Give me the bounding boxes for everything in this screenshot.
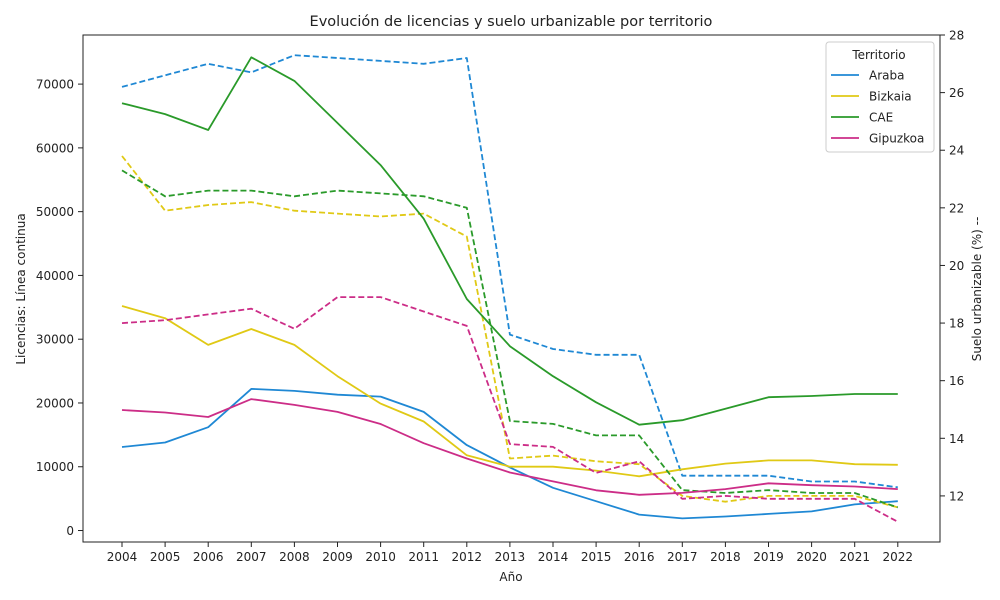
x-tick-label: 2012 [452,550,483,564]
y-tick-label-right: 26 [949,86,964,100]
x-tick-label: 2009 [322,550,353,564]
y-tick-label-left: 0 [66,524,74,538]
y-tick-label-right: 24 [949,144,964,158]
legend-frame [825,41,935,153]
x-tick-label: 2008 [279,550,310,564]
x-tick-label: 2010 [365,550,396,564]
x-tick-label: 2016 [624,550,655,564]
y-tick-label-right: 18 [949,317,964,331]
x-tick-label: 2018 [710,550,741,564]
series-line-licencias-gipuzkoa [121,398,898,496]
x-tick-label: 2019 [753,550,784,564]
y-tick-label-right: 28 [949,29,964,43]
x-tick-label: 2004 [107,550,138,564]
y-tick-label-right: 12 [949,489,964,503]
y-axis-label-left: Licencias: Línea continua [14,213,28,364]
plot-frame [82,34,941,543]
x-tick-label: 2007 [236,550,267,564]
legend: Territorio Araba Bizkaia CAE Gipuzkoa [825,41,935,153]
series-line-suelo-bizkaia [121,155,899,509]
y-tick-label-left: 70000 [36,78,74,92]
x-tick-label: 2021 [839,550,870,564]
y-tick-label-right: 16 [949,374,964,388]
legend-title: Territorio [851,48,905,62]
legend-entry-label: Gipuzkoa [869,132,924,146]
x-axis-label: Año [499,570,522,584]
x-tick-label: 2006 [193,550,224,564]
plot-area [121,54,899,523]
y-tick-label-right: 20 [949,259,964,273]
y-tick-label-right: 14 [949,432,964,446]
y-tick-label-left: 40000 [36,269,74,283]
series-line-suelo-cae [121,169,899,509]
x-tick-label: 2013 [495,550,526,564]
x-tick-label: 2022 [883,550,914,564]
x-tick-label: 2005 [150,550,181,564]
legend-entries: Araba Bizkaia CAE Gipuzkoa [831,69,924,146]
y-tick-label-left: 50000 [36,205,74,219]
legend-entry-label: CAE [869,111,893,125]
series-line-suelo-araba [121,54,898,489]
y-tick-label-left: 20000 [36,396,74,410]
legend-entry-label: Araba [869,69,904,83]
y-tick-label-right: 22 [949,201,964,215]
y-tick-label-left: 60000 [36,141,74,155]
x-tick-label: 2011 [408,550,439,564]
y-axis-label-right: Suelo urbanizable (%) -- [970,217,984,362]
series-line-licencias-bizkaia [121,305,898,478]
x-tick-label: 2017 [667,550,698,564]
y-tick-label-left: 30000 [36,333,74,347]
y-tick-label-left: 10000 [36,460,74,474]
series-line-licencias-cae [121,56,898,426]
axes: 2004 2005 2006 2007 2008 2009 2010 2011 2012 2013… [36,29,964,565]
chart-title: Evolución de licencias y suelo urbanizab… [310,14,713,30]
x-tick-label: 2014 [538,550,569,564]
x-tick-label: 2020 [796,550,827,564]
legend-entry-label: Bizkaia [869,90,912,104]
x-tick-label: 2015 [581,550,612,564]
series-line-suelo-gipuzkoa [121,296,899,523]
